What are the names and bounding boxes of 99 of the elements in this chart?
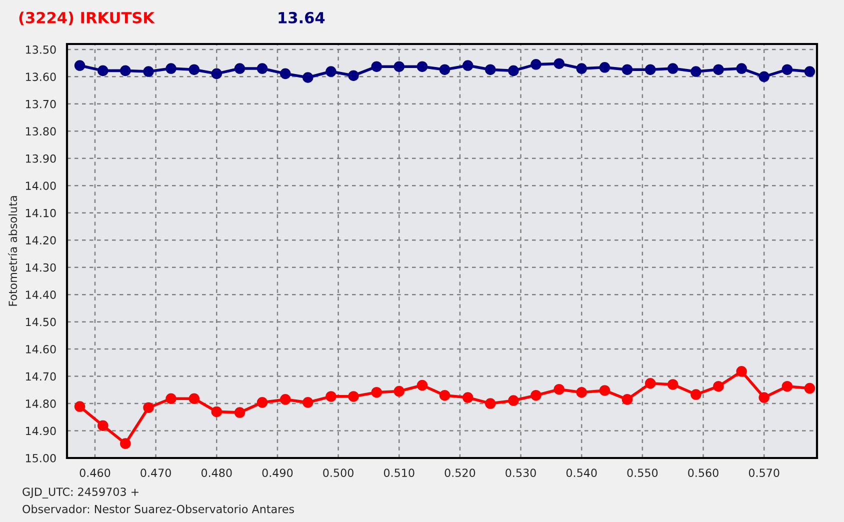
point [120, 65, 131, 76]
y-tick-label: 14.70 [26, 372, 56, 381]
point [576, 386, 587, 398]
y-tick-label: 14.40 [26, 290, 56, 299]
point [667, 63, 678, 74]
point [120, 438, 131, 449]
point [326, 66, 336, 77]
point [804, 382, 816, 394]
chart-title: (3224) IRKUTSK [19, 12, 155, 26]
y-tick-label: 13.60 [26, 72, 56, 82]
y-tick-label: 14.90 [26, 426, 56, 436]
point [530, 59, 542, 70]
x-tick-label: 0.520 [444, 468, 476, 478]
x-tick-label: 0.500 [323, 468, 354, 478]
point [462, 60, 474, 71]
point [211, 68, 222, 80]
x-tick-label: 0.550 [627, 468, 658, 478]
y-tick-label: 14.30 [26, 263, 56, 272]
point [758, 392, 770, 403]
point [690, 389, 702, 400]
point [782, 380, 793, 392]
point [326, 391, 336, 402]
x-tick-label: 0.460 [80, 468, 110, 478]
y-tick-label: 14.10 [26, 208, 56, 218]
point [256, 397, 268, 408]
point [508, 65, 519, 76]
point [348, 70, 359, 81]
point [234, 63, 246, 74]
y-tick-label: 14.60 [26, 345, 56, 354]
point [576, 63, 587, 74]
x-tick-label: 0.560 [688, 468, 718, 478]
point [736, 366, 747, 377]
point [166, 63, 176, 74]
y-tick-label: 14.80 [26, 400, 56, 408]
point [188, 393, 200, 404]
y-tick-label: 14.50 [26, 318, 56, 326]
y-tick-label: 13.50 [26, 45, 56, 54]
point [644, 378, 656, 389]
point [804, 66, 816, 77]
point [484, 64, 496, 75]
point [439, 64, 450, 75]
x-tick-label: 0.480 [201, 468, 232, 478]
point [599, 385, 610, 396]
x-tick-label: 0.510 [384, 468, 414, 478]
point [98, 65, 108, 76]
point [690, 66, 702, 77]
y-tick-label: 13.70 [26, 100, 56, 108]
point [74, 401, 86, 412]
y-axis-title: Fotometría absoluta [8, 196, 18, 306]
point [143, 402, 154, 413]
point [416, 61, 428, 72]
x-tick-label: 0.540 [566, 468, 597, 478]
point [166, 393, 176, 404]
y-tick-label: 13.80 [26, 127, 56, 136]
point [599, 62, 610, 73]
point [462, 392, 474, 403]
chart-subtitle: 13.64 [278, 12, 325, 24]
point [736, 63, 747, 74]
point [394, 61, 404, 72]
point [280, 68, 291, 80]
point [371, 386, 382, 398]
y-tick-label: 14.00 [26, 182, 56, 190]
point [554, 58, 564, 69]
point [508, 395, 519, 406]
point [394, 386, 404, 397]
point [98, 420, 108, 431]
point [188, 64, 200, 75]
point [644, 64, 656, 75]
point [234, 407, 246, 418]
x-tick-label: 0.470 [140, 468, 171, 478]
point [348, 391, 359, 402]
point [256, 63, 268, 74]
x-tick-label: 0.490 [262, 468, 293, 478]
text: GJD_UTC: 2459703 + [22, 488, 138, 498]
point [713, 380, 724, 392]
point [622, 64, 633, 75]
point [211, 406, 222, 418]
y-tick-label: 13.90 [26, 154, 56, 163]
point [667, 379, 678, 390]
point [302, 72, 314, 83]
point [484, 398, 496, 409]
point [782, 64, 793, 75]
point [439, 390, 450, 401]
point [554, 384, 564, 395]
point [371, 61, 382, 72]
point [758, 71, 770, 82]
x-tick-label: 0.570 [748, 468, 780, 478]
x-tick-label: 0.530 [506, 468, 536, 478]
point [530, 390, 542, 401]
point [302, 397, 314, 408]
y-tick-label: 14.20 [26, 236, 56, 244]
point [622, 394, 633, 405]
point [713, 64, 724, 75]
point [416, 380, 428, 391]
point [74, 60, 86, 71]
text: Observador: Nestor Suarez-Observatorio Antares [22, 504, 294, 514]
y-tick-label: 15.00 [26, 454, 56, 462]
point [143, 66, 154, 77]
point [280, 394, 291, 405]
